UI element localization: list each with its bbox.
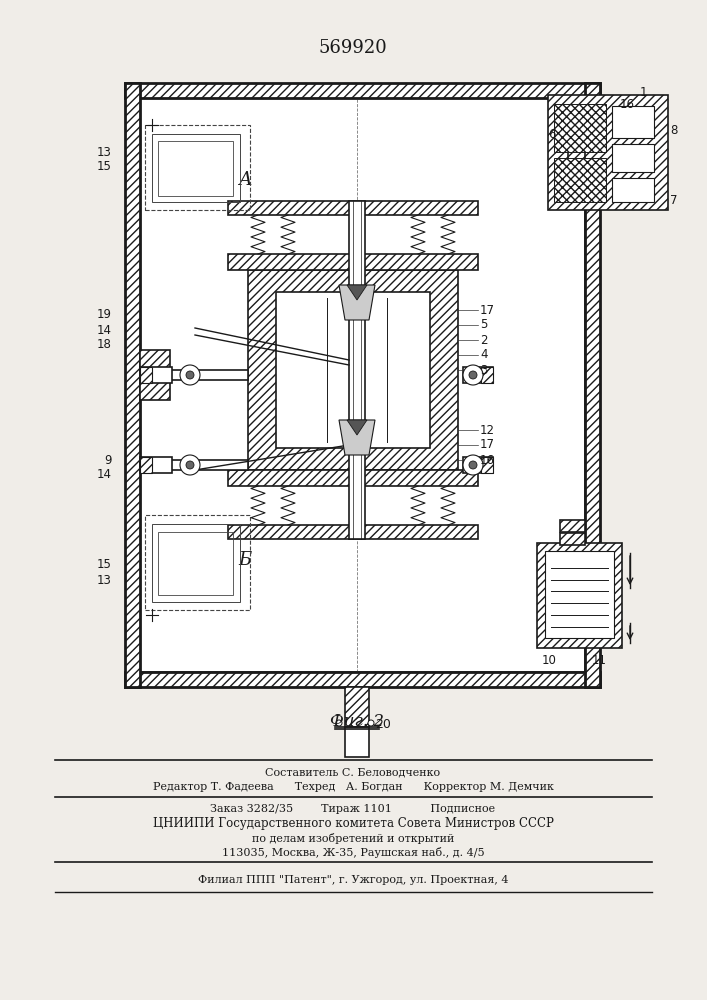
Bar: [140, 457, 152, 473]
Bar: [545, 551, 614, 638]
Text: 18: 18: [97, 338, 112, 352]
Polygon shape: [339, 420, 375, 455]
Bar: [158, 141, 233, 196]
Bar: [345, 727, 369, 757]
Bar: [140, 457, 172, 473]
Text: Фиг. 2: Фиг. 2: [330, 714, 384, 730]
Bar: [152, 134, 240, 202]
Text: 569920: 569920: [319, 39, 387, 57]
Text: 7: 7: [670, 194, 677, 207]
Text: 113035, Москва, Ж-35, Раушская наб., д. 4/5: 113035, Москва, Ж-35, Раушская наб., д. …: [222, 846, 484, 857]
Text: 20: 20: [375, 718, 391, 732]
Bar: [612, 144, 654, 172]
Text: 6: 6: [548, 128, 556, 141]
Bar: [140, 98, 585, 672]
Circle shape: [469, 461, 477, 469]
Text: Составитель С. Беловодченко: Составитель С. Беловодченко: [265, 767, 440, 777]
Text: 13: 13: [97, 145, 112, 158]
Bar: [537, 543, 622, 648]
Bar: [463, 457, 493, 473]
Bar: [125, 672, 600, 687]
Text: 2: 2: [480, 334, 488, 347]
Circle shape: [463, 365, 483, 385]
Text: по делам изобретений и открытий: по делам изобретений и открытий: [252, 832, 454, 844]
Polygon shape: [347, 285, 367, 300]
Bar: [585, 83, 600, 687]
Text: 11: 11: [592, 654, 607, 666]
Text: Филиал ППП "Патент", г. Ужгород, ул. Проектная, 4: Филиал ППП "Патент", г. Ужгород, ул. Про…: [198, 875, 508, 885]
Bar: [170, 370, 248, 380]
Circle shape: [463, 455, 483, 475]
Text: 17: 17: [480, 438, 495, 452]
Bar: [152, 524, 240, 602]
Text: 19: 19: [97, 308, 112, 322]
Text: 14: 14: [97, 468, 112, 482]
Text: 9: 9: [105, 454, 112, 466]
Bar: [612, 106, 654, 138]
Circle shape: [186, 461, 194, 469]
Polygon shape: [347, 420, 367, 435]
Bar: [248, 270, 458, 470]
Text: 16: 16: [620, 99, 635, 111]
Text: Редактор Т. Фадеева      Техред   А. Богдан      Корректор М. Демчик: Редактор Т. Фадеева Техред А. Богдан Кор…: [153, 782, 554, 792]
Bar: [481, 367, 493, 383]
Text: 8: 8: [670, 123, 677, 136]
Text: 4: 4: [480, 349, 488, 361]
Text: 14: 14: [97, 324, 112, 336]
Text: 12: 12: [480, 424, 495, 436]
Circle shape: [336, 720, 342, 726]
Bar: [145, 515, 250, 610]
Bar: [568, 148, 585, 162]
Text: 16: 16: [480, 454, 495, 466]
Text: 15: 15: [97, 558, 112, 570]
Bar: [345, 687, 369, 727]
Text: А: А: [238, 171, 252, 189]
Circle shape: [180, 455, 200, 475]
Bar: [228, 254, 478, 270]
Bar: [560, 533, 585, 545]
Text: ЦНИИПИ Государственного комитета Совета Министров СССР: ЦНИИПИ Государственного комитета Совета …: [153, 818, 554, 830]
Text: 5: 5: [480, 318, 487, 332]
Circle shape: [180, 365, 200, 385]
Bar: [612, 178, 654, 202]
Bar: [228, 201, 478, 215]
Text: 10: 10: [542, 654, 557, 666]
Text: В: В: [305, 423, 315, 437]
Bar: [140, 367, 172, 383]
Bar: [548, 95, 668, 210]
Text: 17: 17: [480, 304, 495, 316]
Text: Б: Б: [238, 551, 252, 569]
Bar: [568, 131, 585, 145]
Bar: [140, 367, 152, 383]
Bar: [228, 525, 478, 539]
Bar: [554, 104, 606, 152]
Bar: [125, 83, 140, 687]
Bar: [560, 520, 585, 532]
Circle shape: [469, 371, 477, 379]
Text: 13: 13: [97, 574, 112, 586]
Text: Заказ 3282/35        Тираж 1101           Подписное: Заказ 3282/35 Тираж 1101 Подписное: [211, 804, 496, 814]
Bar: [158, 532, 233, 595]
Text: 3: 3: [480, 363, 487, 376]
Bar: [145, 125, 250, 210]
Bar: [554, 158, 606, 202]
Text: 1: 1: [640, 86, 648, 99]
Bar: [276, 292, 430, 448]
Text: 15: 15: [97, 160, 112, 174]
Bar: [140, 350, 170, 400]
Circle shape: [186, 371, 194, 379]
Bar: [463, 367, 493, 383]
Bar: [228, 470, 478, 486]
Bar: [349, 201, 365, 539]
Bar: [170, 460, 248, 470]
Bar: [481, 457, 493, 473]
Bar: [125, 83, 600, 98]
Circle shape: [368, 720, 374, 726]
Polygon shape: [339, 285, 375, 320]
